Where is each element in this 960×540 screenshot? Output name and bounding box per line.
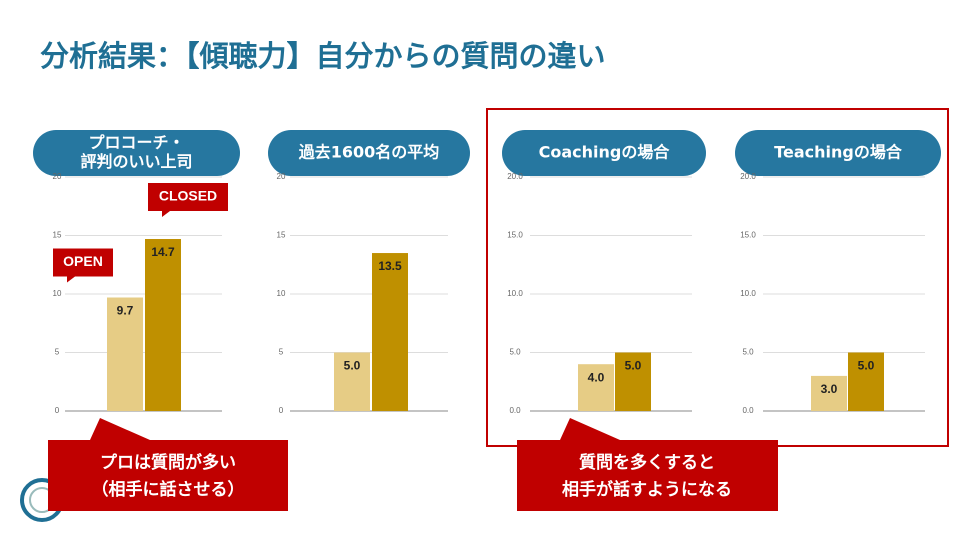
category-tag [53,248,113,283]
bar [615,352,651,411]
y-tick-label: 10.0 [507,289,523,298]
value-label: 5.0 [625,359,642,373]
bar [578,364,614,411]
y-tick-label: 0 [55,406,60,415]
y-tick-label: 10 [53,289,62,298]
chart-title-pill [502,130,706,176]
value-label: 5.0 [858,359,875,373]
chart-title: 評判のいい上司 [80,152,192,171]
bar [848,352,884,411]
y-tick-label: 20.0 [507,172,523,181]
bar [145,239,181,411]
y-tick-label: 20.0 [740,172,756,181]
y-tick-label: 0 [279,406,284,415]
y-tick-label: 5 [279,348,284,357]
chart-title-pill [268,130,470,176]
y-tick-label: 15.0 [507,231,523,240]
y-tick-label: 10.0 [740,289,756,298]
chart-title: Teachingの場合 [774,143,903,162]
y-tick-label: 15 [277,231,286,240]
bar [811,375,847,411]
callout-box [517,418,778,511]
y-tick-label: 5.0 [509,348,521,357]
callout-text: プロは質問が多い [100,452,236,473]
y-tick-label: 15.0 [740,231,756,240]
value-label: 13.5 [378,259,402,273]
chart-title: 過去1600名の平均 [298,143,440,162]
bar [107,297,143,411]
y-tick-label: 15 [53,231,62,240]
y-tick-label: 5 [55,348,60,357]
category-label: CLOSED [159,188,217,204]
value-label: 9.7 [117,304,134,318]
callouts: プロは質問が多い （相手に話させる） 質問を多くすると 相手が話すようになる [48,418,778,511]
value-label: 5.0 [344,359,361,373]
callout-text: 質問を多くすると [579,452,715,473]
y-tick-label: 20 [53,172,62,181]
bar [334,352,370,411]
callout-text: 相手が話すようになる [562,479,732,500]
y-tick-label: 5.0 [742,348,754,357]
y-tick-label: 0.0 [742,406,754,415]
value-label: 4.0 [588,370,605,384]
callout-box [48,418,288,511]
y-tick-label: 10 [277,289,286,298]
category-tag [148,183,228,218]
chart-title-pill [735,130,941,176]
y-tick-label: 0.0 [509,406,521,415]
callout-text: （相手に話させる） [92,479,245,500]
slide-title: 分析結果：【傾聴力】自分からの質問の違い [40,39,606,73]
chart-title: Coachingの場合 [539,143,671,162]
chart-title-pill [33,130,240,176]
category-label: OPEN [63,253,103,269]
y-tick-label: 20 [277,172,286,181]
chart-title: プロコーチ・ [88,133,184,152]
value-label: 14.7 [151,245,175,259]
bar [372,253,408,411]
value-label: 3.0 [821,382,838,396]
